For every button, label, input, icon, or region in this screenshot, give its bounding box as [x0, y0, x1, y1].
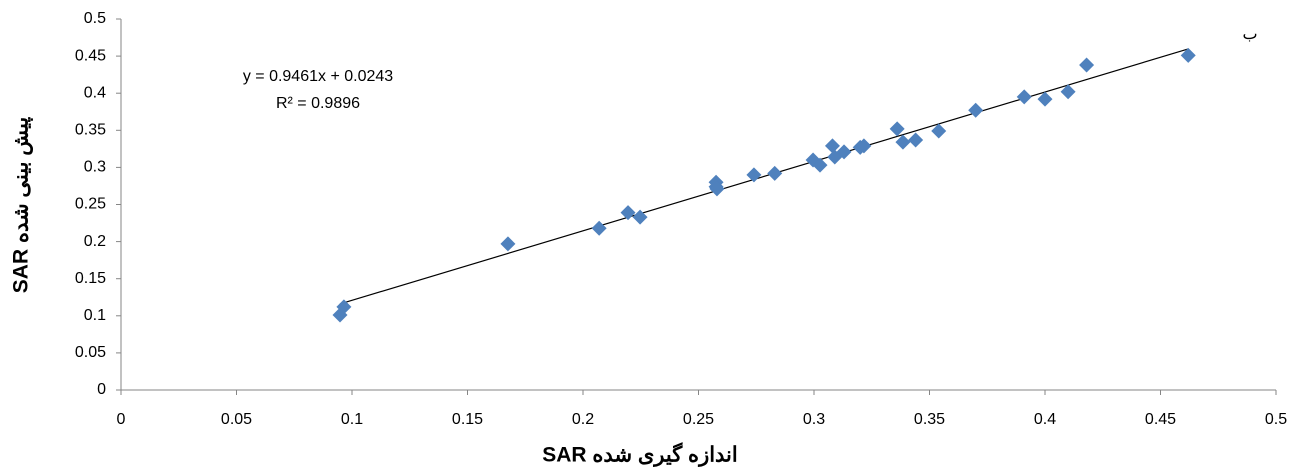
y-axis-title: پیش بینی شده SAR — [10, 117, 34, 294]
point — [1180, 47, 1196, 63]
point — [336, 299, 352, 315]
x-tick-label: 0 — [117, 411, 126, 428]
y-tick-label: 0 — [97, 381, 106, 398]
x-tick-label: 0.2 — [572, 411, 594, 428]
point — [1037, 91, 1053, 107]
trend-r2: R² = 0.9896 — [276, 95, 360, 112]
y-tick-label: 0.2 — [84, 233, 106, 250]
point — [746, 167, 762, 183]
point — [767, 165, 783, 181]
point — [632, 209, 648, 225]
point — [620, 205, 636, 221]
y-tick-label: 0.1 — [84, 307, 106, 324]
x-tick-label: 0.1 — [341, 411, 363, 428]
y-tick-label: 0.4 — [84, 84, 106, 101]
point — [895, 134, 911, 150]
point — [908, 132, 924, 148]
y-tick-label: 0.25 — [75, 196, 106, 213]
x-axis-title: اندازه گیری شده SAR — [542, 442, 738, 468]
point — [1079, 57, 1095, 73]
annotation: ب — [1242, 26, 1257, 43]
y-tick-label: 0.05 — [75, 344, 106, 361]
point — [931, 123, 947, 139]
x-tick-label: 0.3 — [803, 411, 825, 428]
y-tick-label: 0.35 — [75, 122, 106, 139]
point — [591, 220, 607, 236]
point — [1060, 84, 1076, 100]
point — [824, 138, 840, 154]
trend-line — [339, 48, 1189, 305]
x-tick-label: 0.05 — [221, 411, 252, 428]
point — [836, 144, 852, 160]
x-tick-label: 0.15 — [452, 411, 483, 428]
y-tick-label: 0.45 — [75, 47, 106, 64]
point — [856, 138, 872, 154]
point — [500, 236, 516, 252]
x-tick-label: 0.35 — [914, 411, 945, 428]
point — [968, 102, 984, 118]
x-tick-label: 0.45 — [1145, 411, 1176, 428]
point — [889, 121, 905, 137]
point — [709, 181, 725, 197]
x-tick-label: 0.5 — [1265, 411, 1287, 428]
y-tick-label: 0.3 — [84, 159, 106, 176]
y-tick-label: 0.5 — [84, 10, 106, 27]
x-tick-label: 0.25 — [683, 411, 714, 428]
y-tick-label: 0.15 — [75, 270, 106, 287]
point — [812, 157, 828, 173]
trend-equation: y = 0.9461x + 0.0243 — [243, 68, 393, 85]
point — [1016, 89, 1032, 105]
x-tick-label: 0.4 — [1034, 411, 1056, 428]
